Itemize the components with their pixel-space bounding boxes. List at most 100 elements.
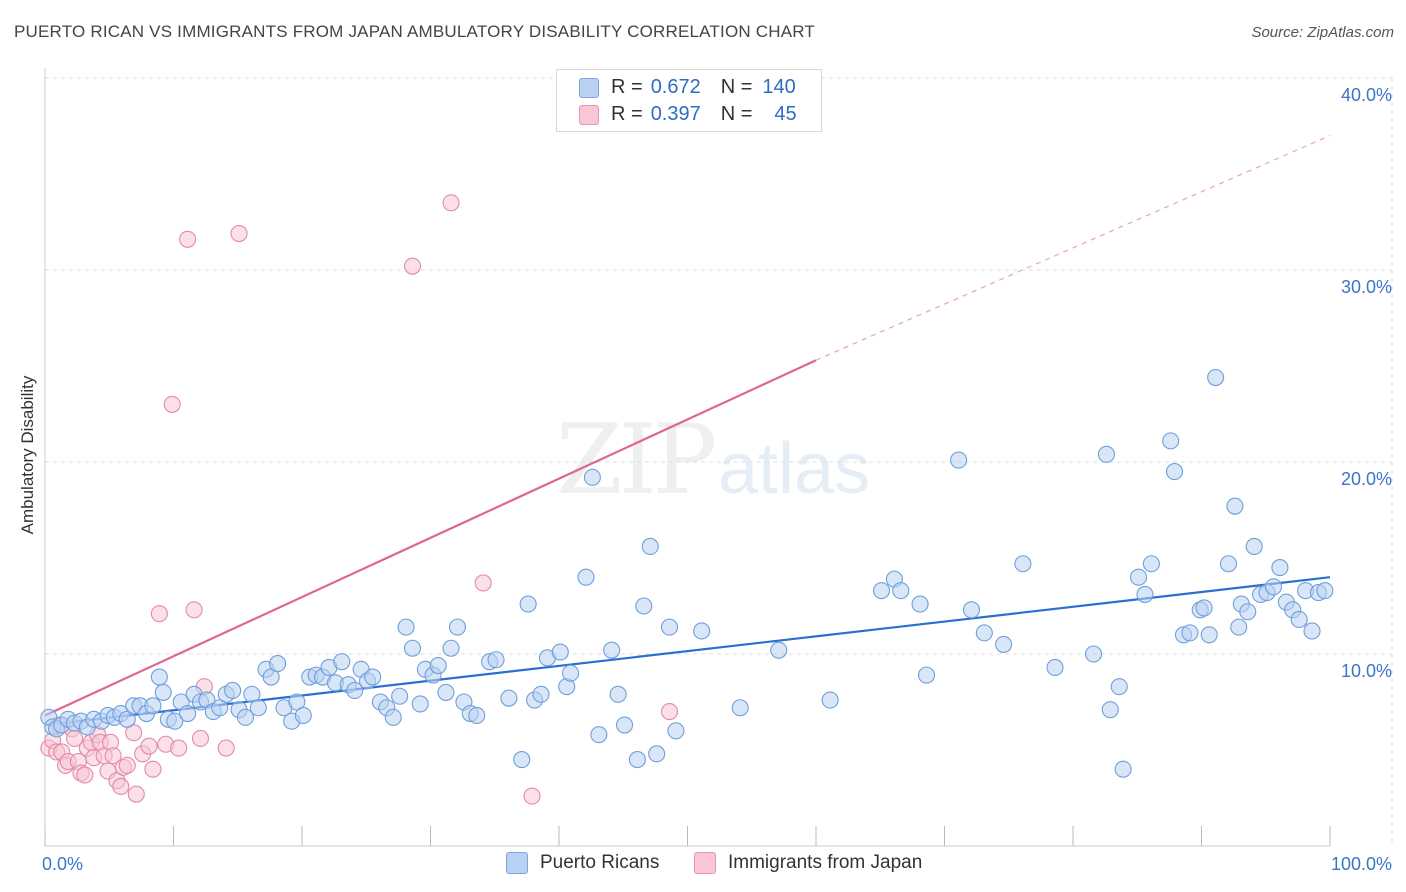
point-puerto-ricans <box>346 681 364 700</box>
points-immigrants-from-japan <box>40 194 679 805</box>
point-immigrants-from-japan <box>127 785 145 803</box>
point-puerto-ricans <box>1046 658 1064 676</box>
point-immigrants-from-japan <box>230 224 248 243</box>
watermark-atlas: atlas <box>718 429 871 509</box>
legend-swatch-pink <box>579 104 599 125</box>
point-puerto-ricans <box>1200 626 1218 644</box>
legend-swatch-blue <box>506 852 528 874</box>
point-puerto-ricans <box>603 641 621 659</box>
point-puerto-ricans <box>660 618 679 636</box>
point-puerto-ricans <box>635 597 653 615</box>
legend-label: Immigrants from Japan <box>728 852 923 873</box>
legend-item-puerto-ricans[interactable]: Puerto Ricans <box>506 852 659 874</box>
r-label: R = <box>611 76 643 98</box>
trend-line-extension-immigrants-from-japan <box>815 135 1331 361</box>
point-immigrants-from-japan <box>191 729 210 748</box>
point-puerto-ricans <box>532 685 550 703</box>
point-puerto-ricans <box>641 537 659 556</box>
point-puerto-ricans <box>1181 624 1199 642</box>
r-label: R = <box>611 103 643 125</box>
point-puerto-ricans <box>150 668 168 686</box>
point-puerto-ricans <box>391 687 409 705</box>
point-puerto-ricans <box>411 695 429 713</box>
point-puerto-ricans <box>294 706 312 724</box>
point-puerto-ricans <box>892 582 910 600</box>
bottom-legend: Puerto Ricans Immigrants from Japan <box>0 852 1406 878</box>
point-puerto-ricans <box>429 656 447 675</box>
point-immigrants-from-japan <box>104 747 122 765</box>
point-puerto-ricans <box>1226 497 1244 515</box>
point-immigrants-from-japan <box>144 760 162 778</box>
stats-row-puerto-ricans: R = 0.672 N = 140 <box>579 74 796 101</box>
point-puerto-ricans <box>166 712 184 730</box>
point-puerto-ricans <box>731 699 749 717</box>
point-puerto-ricans <box>1136 585 1154 604</box>
tick-labels: 10.0% 20.0% 30.0% 40.0% 0.0% 100.0% <box>42 85 1392 874</box>
point-immigrants-from-japan <box>150 605 168 623</box>
y-tick-label: 30.0% <box>1341 277 1392 297</box>
point-puerto-ricans <box>1085 645 1103 663</box>
point-puerto-ricans <box>1097 445 1115 463</box>
point-puerto-ricans <box>1014 555 1032 573</box>
point-puerto-ricans <box>693 622 711 640</box>
point-puerto-ricans <box>615 716 634 734</box>
point-puerto-ricans <box>1207 368 1225 387</box>
point-puerto-ricans <box>872 582 891 600</box>
point-puerto-ricans <box>821 691 839 709</box>
axes <box>44 68 1331 847</box>
point-puerto-ricans <box>628 751 646 769</box>
grid-lines <box>45 77 1393 846</box>
point-puerto-ricans <box>364 668 382 686</box>
stats-legend: R = 0.672 N = 140 R = 0.397 N = 45 <box>556 69 822 132</box>
points-puerto-ricans <box>40 368 1334 778</box>
point-puerto-ricans <box>1303 622 1321 640</box>
point-immigrants-from-japan <box>523 787 541 805</box>
point-puerto-ricans <box>236 708 255 726</box>
point-puerto-ricans <box>770 641 788 659</box>
point-puerto-ricans <box>1110 678 1128 696</box>
point-puerto-ricans <box>154 683 172 701</box>
point-immigrants-from-japan <box>179 230 197 248</box>
point-immigrants-from-japan <box>140 737 158 755</box>
point-puerto-ricans <box>519 595 537 613</box>
point-puerto-ricans <box>1114 760 1132 778</box>
n-label: N = <box>720 76 753 98</box>
point-immigrants-from-japan <box>185 601 203 619</box>
point-puerto-ricans <box>609 685 627 703</box>
x-tick-label: 0.0% <box>42 854 83 874</box>
point-puerto-ricans <box>917 666 936 684</box>
point-immigrants-from-japan <box>118 756 136 774</box>
point-puerto-ricans <box>590 726 608 744</box>
point-puerto-ricans <box>975 624 993 642</box>
point-immigrants-from-japan <box>217 739 235 757</box>
point-puerto-ricans <box>1271 559 1289 577</box>
point-puerto-ricans <box>962 601 981 619</box>
point-puerto-ricans <box>667 722 685 740</box>
point-puerto-ricans <box>1290 610 1308 628</box>
point-puerto-ricans <box>1219 555 1238 573</box>
point-immigrants-from-japan <box>403 257 422 275</box>
legend-item-immigrants-from-japan[interactable]: Immigrants from Japan <box>694 852 922 874</box>
point-puerto-ricans <box>1239 603 1257 621</box>
point-puerto-ricans <box>437 683 455 701</box>
point-immigrants-from-japan <box>474 574 492 592</box>
point-puerto-ricans <box>1162 432 1180 450</box>
point-puerto-ricans <box>1129 568 1148 586</box>
watermark-zip: ZIP <box>556 404 717 516</box>
point-puerto-ricans <box>468 706 486 724</box>
trend-lines <box>44 135 1331 727</box>
trend-line-immigrants-from-japan <box>44 359 817 717</box>
point-puerto-ricans <box>583 468 601 486</box>
point-puerto-ricans <box>648 745 666 763</box>
n-value: 140 <box>762 76 796 98</box>
point-puerto-ricans <box>249 699 267 717</box>
point-puerto-ricans <box>911 595 929 613</box>
chart-title: PUERTO RICAN VS IMMIGRANTS FROM JAPAN AM… <box>14 22 816 41</box>
point-puerto-ricans <box>384 708 402 726</box>
point-puerto-ricans <box>1101 701 1119 719</box>
point-puerto-ricans <box>269 655 287 673</box>
point-immigrants-from-japan <box>163 395 181 413</box>
point-puerto-ricans <box>179 704 197 723</box>
legend-swatch-blue <box>579 77 599 98</box>
